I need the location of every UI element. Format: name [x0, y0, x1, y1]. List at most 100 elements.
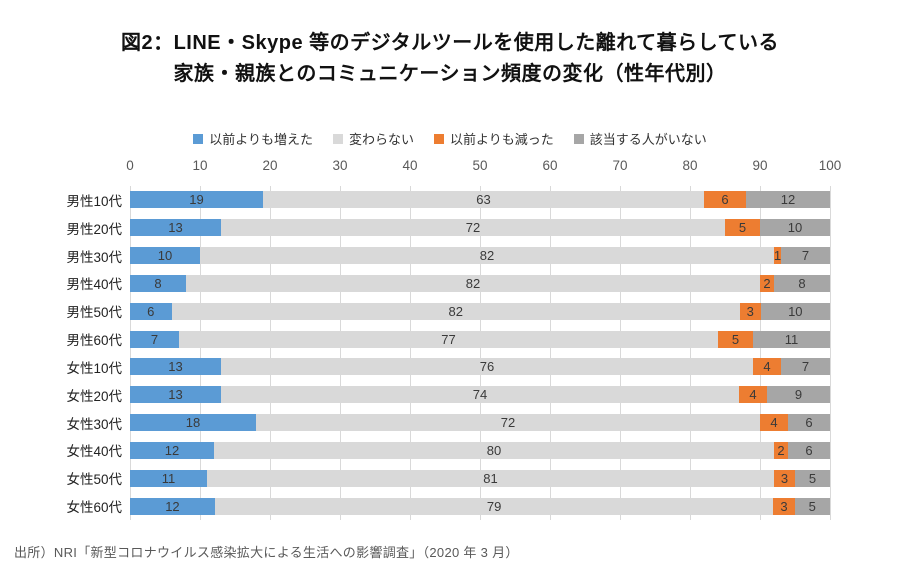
bar-row: 13 72 5 10	[130, 214, 830, 242]
bar-segment: 2	[774, 441, 788, 459]
bar-row: 8 82 2 8	[130, 269, 830, 297]
bar-row: 13 76 4 7	[130, 353, 830, 381]
y-axis-category-labels: 男性10代男性20代男性30代男性40代男性50代男性60代女性10代女性20代…	[0, 186, 122, 520]
x-axis-ticks: 0 10 20 30 40 50 60 70 80 90 100	[126, 155, 841, 177]
bar-segment: 13	[130, 386, 221, 404]
bar-segment: 79	[214, 497, 774, 515]
legend-swatch-icon	[332, 133, 343, 144]
stacked-bar: 11 81 3 5	[130, 469, 830, 487]
bar-segment: 8	[130, 274, 186, 292]
stacked-bar: 12 80 2 6	[130, 441, 830, 459]
stacked-bar: 18 72 4 6	[130, 414, 830, 432]
category-label: 男性10代	[66, 193, 122, 209]
bar-row: 11 81 3 5	[130, 464, 830, 492]
category-label: 男性30代	[66, 249, 122, 265]
bar-segment: 6	[788, 414, 830, 432]
bar-segment: 11	[130, 469, 207, 487]
gridline	[340, 186, 341, 520]
bar-row: 10 82 1 7	[130, 242, 830, 270]
gridline	[130, 186, 131, 520]
bar-segment: 7	[130, 330, 179, 348]
bar-rows: 19 63 6 12 13 72 5 10 10 82 1 7 8 82 2 8 6 82 3 10 7 77 5 11 13 7…	[130, 186, 830, 520]
bar-segment: 10	[760, 302, 830, 320]
bar-segment: 2	[760, 274, 774, 292]
legend-label: 以前よりも増えた	[209, 132, 313, 147]
stacked-bar: 7 77 5 11	[130, 330, 830, 348]
bar-row: 7 77 5 11	[130, 325, 830, 353]
bar-segment: 5	[718, 330, 753, 348]
category-label: 男性50代	[66, 305, 122, 321]
stacked-bar: 19 63 6 12	[130, 191, 830, 209]
bar-segment: 4	[753, 358, 781, 376]
category-label: 女性10代	[66, 360, 122, 376]
bar-segment: 6	[788, 441, 830, 459]
category-label: 男性60代	[66, 333, 122, 349]
bar-segment: 12	[746, 191, 830, 209]
bar-segment: 63	[263, 191, 704, 209]
bar-segment: 3	[739, 302, 761, 320]
gridline	[830, 186, 831, 520]
bar-segment: 72	[256, 414, 760, 432]
gridline	[760, 186, 761, 520]
bar-segment: 72	[221, 219, 725, 237]
x-tick: 50	[472, 158, 488, 173]
stacked-bar: 13 74 4 9	[130, 386, 830, 404]
x-tick: 90	[752, 158, 768, 173]
category-label: 女性20代	[66, 388, 122, 404]
bar-segment: 74	[221, 386, 739, 404]
stacked-bar: 8 82 2 8	[130, 274, 830, 292]
bar-row: 18 72 4 6	[130, 409, 830, 437]
bar-segment: 6	[130, 302, 172, 320]
category-label: 女性50代	[66, 472, 122, 488]
legend-item-0: 以前よりも増えた	[193, 129, 313, 148]
legend-label: 該当する人がいない	[589, 132, 707, 147]
bar-segment: 1	[773, 247, 782, 265]
bar-segment: 82	[171, 302, 740, 320]
x-tick: 30	[332, 158, 348, 173]
category-label: 女性40代	[66, 444, 122, 460]
legend-swatch-icon	[573, 133, 584, 144]
x-tick: 20	[262, 158, 278, 173]
chart-title-line1: 図2：LINE・Skype 等のデジタルツールを使用した離れて暮らしている	[120, 32, 780, 54]
x-tick: 70	[612, 158, 628, 173]
bar-segment: 6	[704, 191, 746, 209]
bar-segment: 5	[795, 469, 830, 487]
bar-segment: 10	[130, 247, 200, 265]
gridline	[270, 186, 271, 520]
bar-segment: 77	[179, 330, 718, 348]
category-label: 男性20代	[66, 221, 122, 237]
legend-swatch-icon	[193, 133, 204, 144]
x-tick: 80	[682, 158, 698, 173]
legend-label: 変わらない	[348, 132, 414, 147]
x-tick: 100	[818, 158, 842, 173]
gridline	[690, 186, 691, 520]
stacked-bar: 12 79 3 5	[130, 497, 830, 515]
bar-row: 6 82 3 10	[130, 297, 830, 325]
stacked-bar: 6 82 3 10	[130, 302, 830, 320]
legend-item-1: 変わらない	[332, 129, 414, 148]
legend-label: 以前よりも減った	[450, 132, 554, 147]
x-tick: 60	[542, 158, 558, 173]
bar-row: 12 80 2 6	[130, 436, 830, 464]
bar-segment: 12	[130, 441, 214, 459]
legend-item-3: 該当する人がいない	[573, 129, 707, 148]
bar-segment: 9	[767, 386, 830, 404]
bar-row: 13 74 4 9	[130, 381, 830, 409]
bar-segment: 13	[130, 358, 221, 376]
category-label: 女性30代	[66, 416, 122, 432]
gridline	[480, 186, 481, 520]
bar-segment: 5	[794, 497, 830, 515]
plot-area: 19 63 6 12 13 72 5 10 10 82 1 7 8 82 2 8 6 82 3 10 7 77 5 11 13 7…	[130, 186, 831, 520]
bar-segment: 18	[130, 414, 256, 432]
legend-swatch-icon	[434, 133, 444, 144]
gridline	[200, 186, 201, 520]
chart-title-line2: 家族・親族とのコミュニケーション頻度の変化（性年代別）	[173, 63, 727, 85]
legend-item-2: 以前よりも減った	[434, 129, 554, 148]
x-tick: 0	[126, 158, 134, 173]
gridline	[620, 186, 621, 520]
stacked-bar: 13 76 4 7	[130, 358, 830, 376]
category-label: 男性40代	[66, 277, 122, 293]
bar-segment: 12	[130, 497, 215, 515]
source-note: 出所）NRI「新型コロナウイルス感染拡大による生活への影響調査」（2020 年 …	[14, 545, 519, 560]
